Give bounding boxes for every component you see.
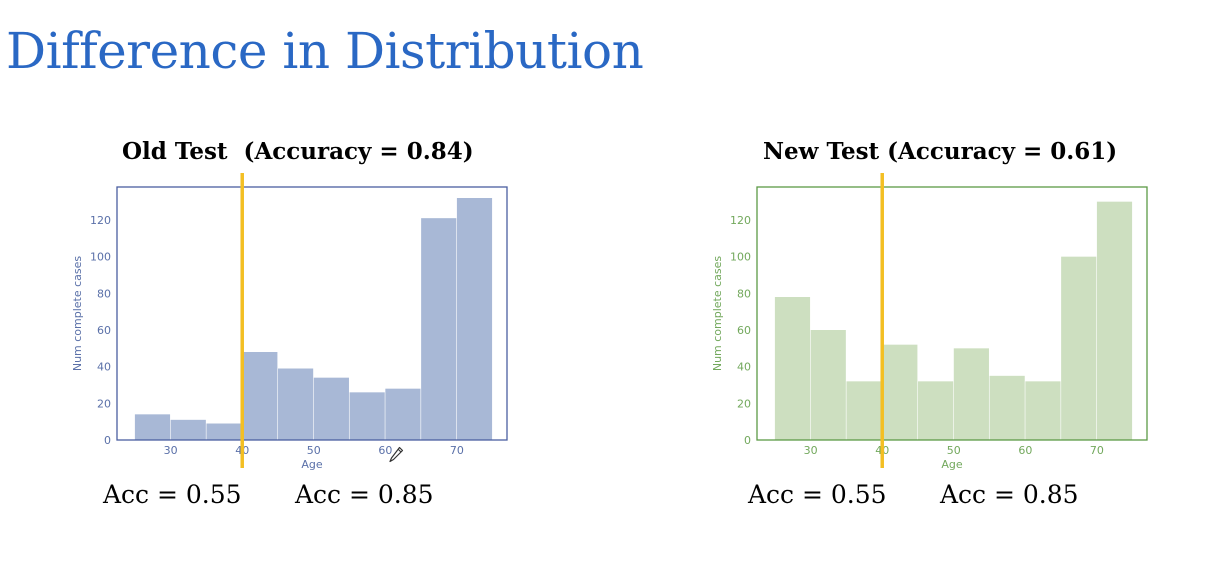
new-test-y-tick-label: 80 (737, 287, 751, 300)
new-test-bar (774, 297, 811, 440)
new-test-histogram: 0204060801001203040506070AgeNum complete… (711, 173, 1148, 471)
new-test-acc-above-40: Acc = 0.85 (940, 480, 1079, 509)
old-test-acc-above-40: Acc = 0.85 (295, 480, 434, 509)
new-test-bar (846, 381, 882, 440)
new-test-x-tick-label: 60 (1018, 444, 1032, 457)
new-test-y-tick-label: 100 (730, 251, 751, 264)
old-test-bar (170, 419, 206, 440)
old-test-y-tick-label: 40 (97, 361, 111, 374)
new-test-y-tick-label: 0 (744, 434, 751, 447)
new-test-y-tick-label: 40 (737, 361, 751, 374)
old-test-y-tick-label: 100 (90, 251, 111, 264)
old-test-x-tick-label: 60 (378, 444, 392, 457)
new-test-bar (918, 381, 954, 440)
old-test-y-tick-label: 0 (104, 434, 111, 447)
new-test-y-tick-label: 60 (737, 324, 751, 337)
old-test-chart-title: Old Test (Accuracy = 0.84) (122, 138, 474, 165)
old-test-bar (206, 423, 242, 440)
new-test-bar (989, 375, 1025, 440)
new-test-x-axis-title: Age (941, 458, 963, 471)
old-test-y-tick-label: 120 (90, 214, 111, 227)
old-test-x-tick-label: 70 (450, 444, 464, 457)
new-test-bar (810, 330, 846, 440)
old-test-bar (349, 392, 385, 440)
old-test-histogram: 0204060801001203040506070AgeNum complete… (71, 173, 508, 471)
new-test-y-tick-label: 120 (730, 214, 751, 227)
old-test-y-axis-title: Num complete cases (71, 256, 84, 372)
pen-icon (389, 446, 404, 463)
new-test-x-tick-label: 70 (1090, 444, 1104, 457)
old-test-plot-frame (116, 186, 508, 441)
new-test-bar (953, 348, 989, 440)
new-test-x-tick-label: 30 (804, 444, 818, 457)
old-test-y-tick-label: 80 (97, 287, 111, 300)
old-test-x-tick-label: 50 (307, 444, 321, 457)
old-test-bar (421, 218, 457, 440)
old-test-bar (385, 388, 421, 440)
new-test-chart-title: New Test (Accuracy = 0.61) (763, 138, 1118, 165)
new-test-bar (1025, 381, 1061, 440)
old-test-y-tick-label: 60 (97, 324, 111, 337)
slide-title: Difference in Distribution (6, 22, 644, 80)
old-test-acc-below-40: Acc = 0.55 (103, 480, 242, 509)
old-test-bar (313, 377, 349, 440)
new-test-plot-frame (756, 186, 1148, 441)
new-test-acc-below-40: Acc = 0.55 (748, 480, 887, 509)
old-test-x-axis-title: Age (301, 458, 323, 471)
new-test-y-axis-title: Num complete cases (711, 256, 724, 372)
new-test-bar (882, 344, 918, 440)
new-test-bar (1061, 256, 1097, 440)
old-test-bar (134, 414, 171, 440)
new-test-y-tick-label: 20 (737, 397, 751, 410)
new-test-x-tick-label: 50 (947, 444, 961, 457)
new-test-bar (1096, 201, 1133, 440)
old-test-y-tick-label: 20 (97, 397, 111, 410)
old-test-bar (242, 352, 278, 440)
old-test-bar (278, 368, 314, 440)
old-test-bar (456, 198, 493, 440)
old-test-x-tick-label: 30 (164, 444, 178, 457)
